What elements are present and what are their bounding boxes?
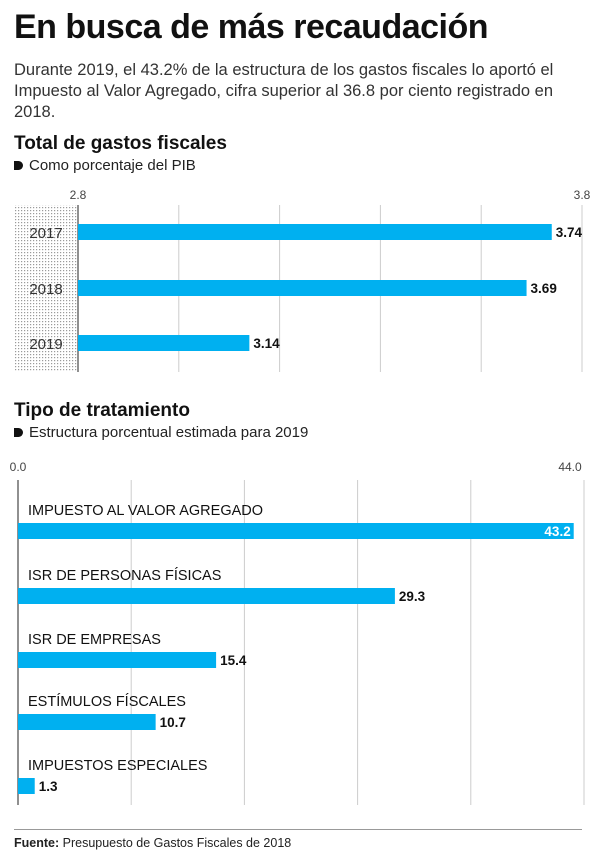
bar	[18, 778, 35, 794]
value-label: 10.7	[160, 715, 186, 730]
source-text: Presupuesto de Gastos Fiscales de 2018	[62, 836, 292, 850]
value-label: 15.4	[220, 653, 247, 668]
page-subtitle: Durante 2019, el 43.2% de la estructura …	[14, 61, 554, 121]
value-label: 1.3	[39, 779, 58, 794]
bar	[78, 224, 552, 240]
value-label: 43.2	[544, 524, 570, 539]
tick-label: 3.8	[574, 188, 591, 202]
value-label: 29.3	[399, 589, 426, 604]
chart2-title: Tipo de tratamiento	[14, 400, 190, 421]
bar	[18, 588, 395, 604]
category-label: 2019	[29, 336, 62, 353]
bar	[18, 652, 217, 668]
bar	[18, 714, 156, 730]
value-label: 3.74	[556, 225, 583, 240]
tick-label: 44.0	[558, 460, 582, 474]
category-label: 2017	[29, 225, 62, 242]
bar	[18, 523, 574, 539]
bar	[78, 335, 250, 351]
tick-label: 0.0	[10, 460, 27, 474]
value-label: 3.14	[253, 336, 280, 351]
bullet-marker-icon	[14, 428, 23, 437]
category-label: 2018	[29, 281, 62, 298]
chart2-subtitle: Estructura porcentual estimada para 2019	[14, 424, 308, 441]
value-label: 3.69	[531, 281, 557, 296]
page-title: En busca de más recaudación	[14, 8, 489, 46]
category-label: IMPUESTOS ESPECIALES	[28, 758, 207, 774]
bar	[78, 280, 527, 296]
chart1-title: Total de gastos fiscales	[14, 133, 227, 154]
category-label: ESTÍMULOS FÍSCALES	[28, 693, 186, 710]
category-label: ISR DE EMPRESAS	[28, 632, 161, 648]
chart1-subtitle-text: Como porcentaje del PIB	[29, 157, 196, 174]
chart2-subtitle-text: Estructura porcentual estimada para 2019	[29, 424, 309, 441]
source-label: Fuente:	[14, 836, 60, 850]
footer-divider	[14, 829, 582, 830]
tick-label: 2.8	[70, 188, 87, 202]
bullet-marker-icon	[14, 161, 23, 170]
chart1-subtitle: Como porcentaje del PIB	[14, 157, 196, 174]
label-panel	[14, 205, 78, 372]
category-label: ISR DE PERSONAS FÍSICAS	[28, 567, 221, 584]
source-note: Fuente: Presupuesto de Gastos Fiscales d…	[14, 836, 291, 850]
category-label: IMPUESTO AL VALOR AGREGADO	[28, 503, 263, 519]
